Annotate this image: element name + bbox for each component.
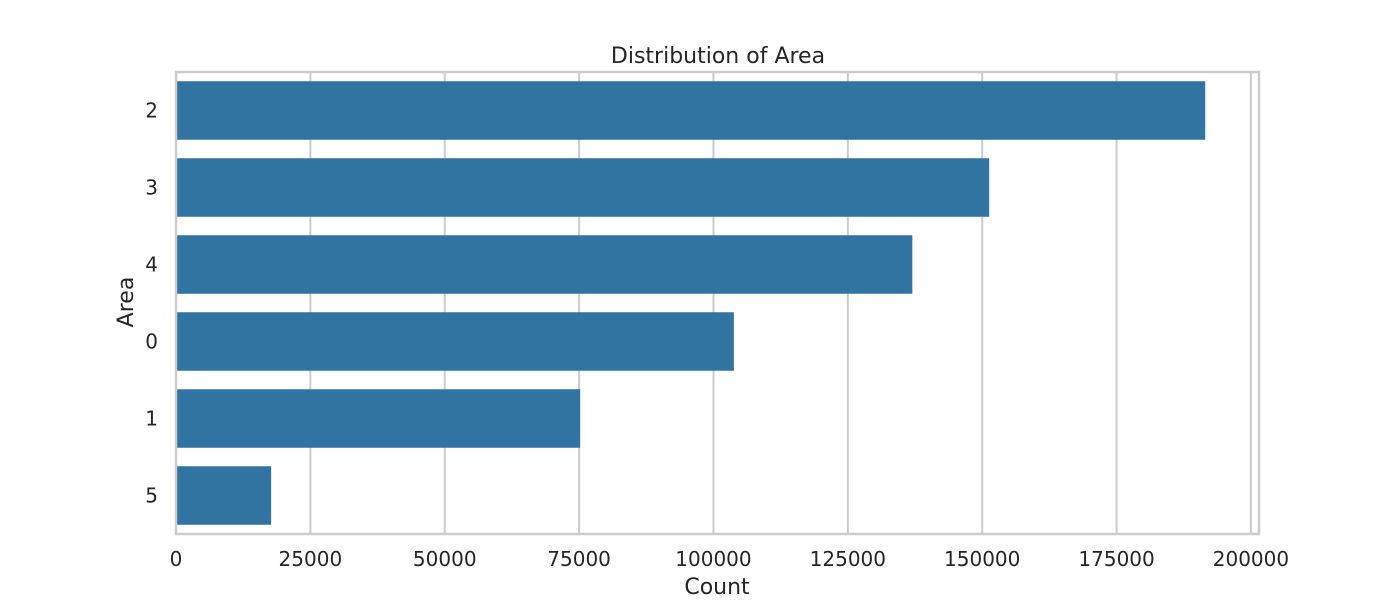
x-tick-label: 175000 [1078, 547, 1154, 571]
y-axis-label: Area [114, 277, 139, 328]
bar-area-0 [176, 312, 734, 371]
y-tick-labels: 2 3 4 0 1 5 [145, 99, 158, 508]
x-tick-label: 150000 [944, 547, 1020, 571]
bar-area-2 [176, 81, 1206, 140]
x-tick-label: 0 [170, 547, 183, 571]
y-tick-label: 2 [145, 99, 158, 123]
x-tick-labels: 0 25000 50000 75000 100000 125000 150000 175000… [170, 547, 1289, 571]
chart-title: Distribution of Area [611, 44, 825, 69]
x-axis-label: Count [684, 575, 750, 600]
bar-area-3 [176, 158, 990, 217]
y-tick-label: 3 [145, 176, 158, 200]
bar-area-5 [176, 466, 272, 525]
x-tick-label: 75000 [547, 547, 611, 571]
bar-area-4 [176, 235, 913, 294]
x-tick-label: 100000 [675, 547, 751, 571]
x-tick-label: 125000 [810, 547, 886, 571]
grid-lines [175, 72, 1252, 534]
y-tick-label: 4 [145, 253, 158, 277]
y-tick-label: 0 [145, 330, 158, 354]
y-tick-label: 5 [145, 484, 158, 508]
bars [176, 81, 1206, 525]
plot-frame [174, 70, 1261, 536]
x-tick-label: 50000 [413, 547, 477, 571]
bar-area-1 [176, 389, 581, 448]
x-tick-label: 25000 [279, 547, 343, 571]
y-tick-label: 1 [145, 407, 158, 431]
x-tick-label: 200000 [1213, 547, 1289, 571]
